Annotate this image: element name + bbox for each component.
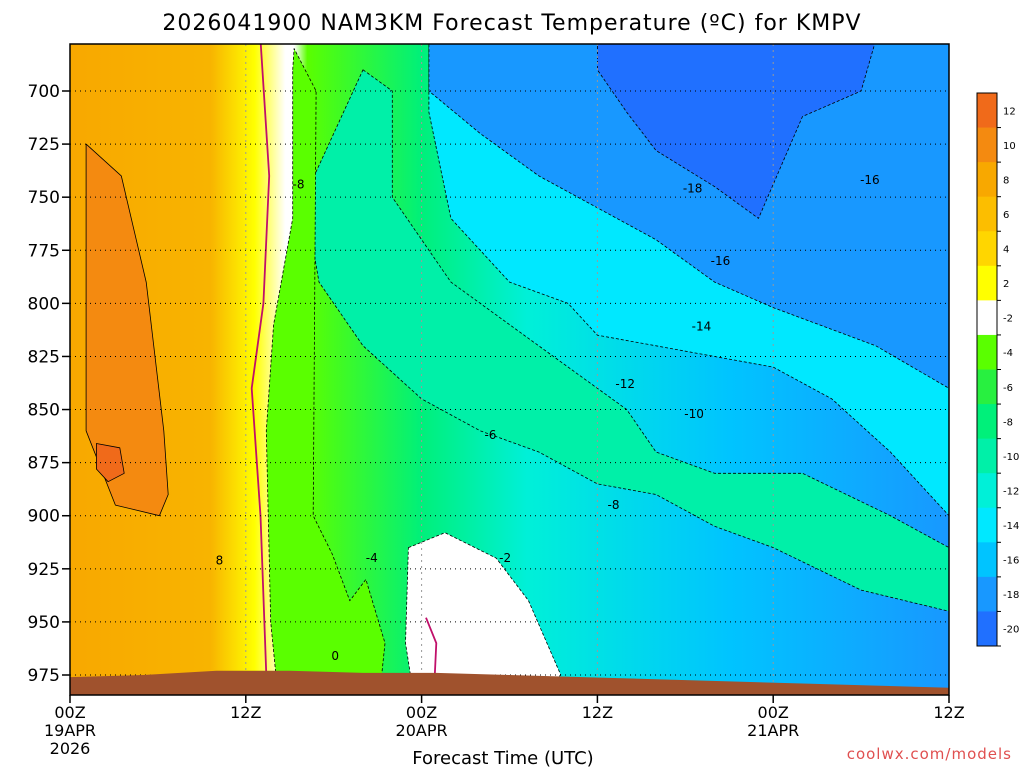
contour-label: -18 [683, 182, 703, 196]
contour-label: -12 [615, 377, 635, 391]
colorbar-bin [977, 404, 997, 440]
credit-text: coolwx.com/models [847, 745, 1012, 763]
contour-label: -14 [692, 320, 712, 334]
colorbar-tick-label: -14 [1003, 521, 1019, 532]
contour-label: 0 [331, 649, 339, 663]
colorbar-tick-label: 6 [1003, 210, 1009, 221]
colorbar-bin [977, 196, 997, 232]
colorbar: 12 10 8 6 4 2 -2 -4 -6 -8 -10 -12 -14 -16 -18 -20 [976, 92, 1019, 647]
x-tick-label: 20APR [396, 721, 448, 740]
freezing-line [250, 44, 271, 676]
contour-label: -8 [608, 498, 620, 512]
colorbar-tick-label: -6 [1003, 383, 1013, 394]
freezing-line-2 [425, 617, 438, 676]
region-mid-warm-band [304, 69, 949, 612]
y-tick-label: 725 [28, 135, 60, 155]
y-tick-label: 750 [28, 188, 60, 208]
colorbar-bin [977, 127, 997, 163]
colorbar-tick-label: 8 [1003, 175, 1009, 186]
y-tick-label: 900 [28, 507, 60, 527]
colorbar-tick-label: -10 [1003, 452, 1019, 463]
colorbar-bin [977, 93, 997, 129]
region-cold-core-16 [428, 44, 949, 389]
y-tick-label: 875 [28, 454, 60, 474]
colorbar-tick-label: -20 [1003, 625, 1019, 636]
x-tick-label: 00Z [54, 703, 85, 722]
x-tick-label: 00Z [406, 703, 437, 722]
colorbar-tick-label: -2 [1003, 314, 1013, 325]
colorbar-bin [977, 542, 997, 578]
contour-label: -16 [711, 254, 731, 268]
x-tick-label: 2026 [50, 739, 91, 758]
x-tick-label: 12Z [230, 703, 261, 722]
y-tick-label: 825 [28, 347, 60, 367]
colorbar-tick-label: -8 [1003, 417, 1013, 428]
x-tick-label: 00Z [758, 703, 789, 722]
colorbar-tick-label: -12 [1003, 486, 1019, 497]
y-tick-label: 850 [28, 401, 60, 421]
contour-labels: -8 -18 -16 -16 -14 -12 -10 -6 -8 -4 -2 8 0 [216, 173, 880, 663]
colorbar-bin [977, 576, 997, 612]
colorbar-tick-label: 10 [1003, 141, 1016, 152]
contour-label: 8 [216, 553, 224, 567]
colorbar-tick-label: 2 [1003, 279, 1009, 290]
colorbar-bin [977, 265, 997, 301]
colorbar-tick-label: -4 [1003, 348, 1013, 359]
contour-label: -16 [860, 173, 880, 187]
y-tick-label: 700 [28, 82, 60, 102]
colorbar-bin [977, 611, 997, 647]
colorbar-tick-label: 4 [1003, 245, 1009, 256]
y-tick-label: 800 [28, 294, 60, 314]
colorbar-bin [977, 162, 997, 198]
y-tick-label: 925 [28, 560, 60, 580]
grid-lines [70, 44, 949, 695]
contour-label: -2 [499, 551, 511, 565]
contour-label: -4 [366, 551, 378, 565]
x-tick-label: 12Z [582, 703, 613, 722]
x-tick-label: 12Z [933, 703, 964, 722]
region-cold-core-18 [597, 44, 876, 219]
colorbar-bin [977, 507, 997, 543]
colorbar-tick-label: -16 [1003, 556, 1019, 567]
colorbar-tick-label: -18 [1003, 590, 1019, 601]
region-warm-core-12 [85, 143, 169, 517]
contour-label: -10 [684, 407, 704, 421]
colorbar-tick-label: 12 [1003, 106, 1016, 117]
colorbar-bin [977, 231, 997, 267]
plot-area: -8 -18 -16 -16 -14 -12 -10 -6 -8 -4 -2 8 0 [70, 44, 949, 695]
contour-label: -8 [293, 177, 305, 191]
temperature-regions [85, 44, 949, 695]
colorbar-bin [977, 438, 997, 474]
colorbar-bin [977, 473, 997, 509]
y-tick-label: 950 [28, 613, 60, 633]
colorbar-bin [977, 300, 997, 336]
x-axis-label: Forecast Time (UTC) [412, 748, 593, 768]
region-surface-slush [265, 48, 386, 695]
y-tick-label: 775 [28, 241, 60, 261]
colorbar-bin [977, 369, 997, 405]
contour-label: -6 [484, 428, 496, 442]
x-tick-label: 21APR [747, 721, 799, 740]
chart-title: 2026041900 NAM3KM Forecast Temperature (… [162, 11, 861, 36]
plot-frame [69, 43, 950, 696]
colorbar-bin [977, 334, 997, 370]
terrain-fill [70, 670, 949, 695]
y-tick-label: 975 [28, 666, 60, 686]
x-tick-label: 19APR [44, 721, 96, 740]
y-axis: 700 725 750 775 800 825 850 875 900 925 950 975 [28, 82, 70, 686]
